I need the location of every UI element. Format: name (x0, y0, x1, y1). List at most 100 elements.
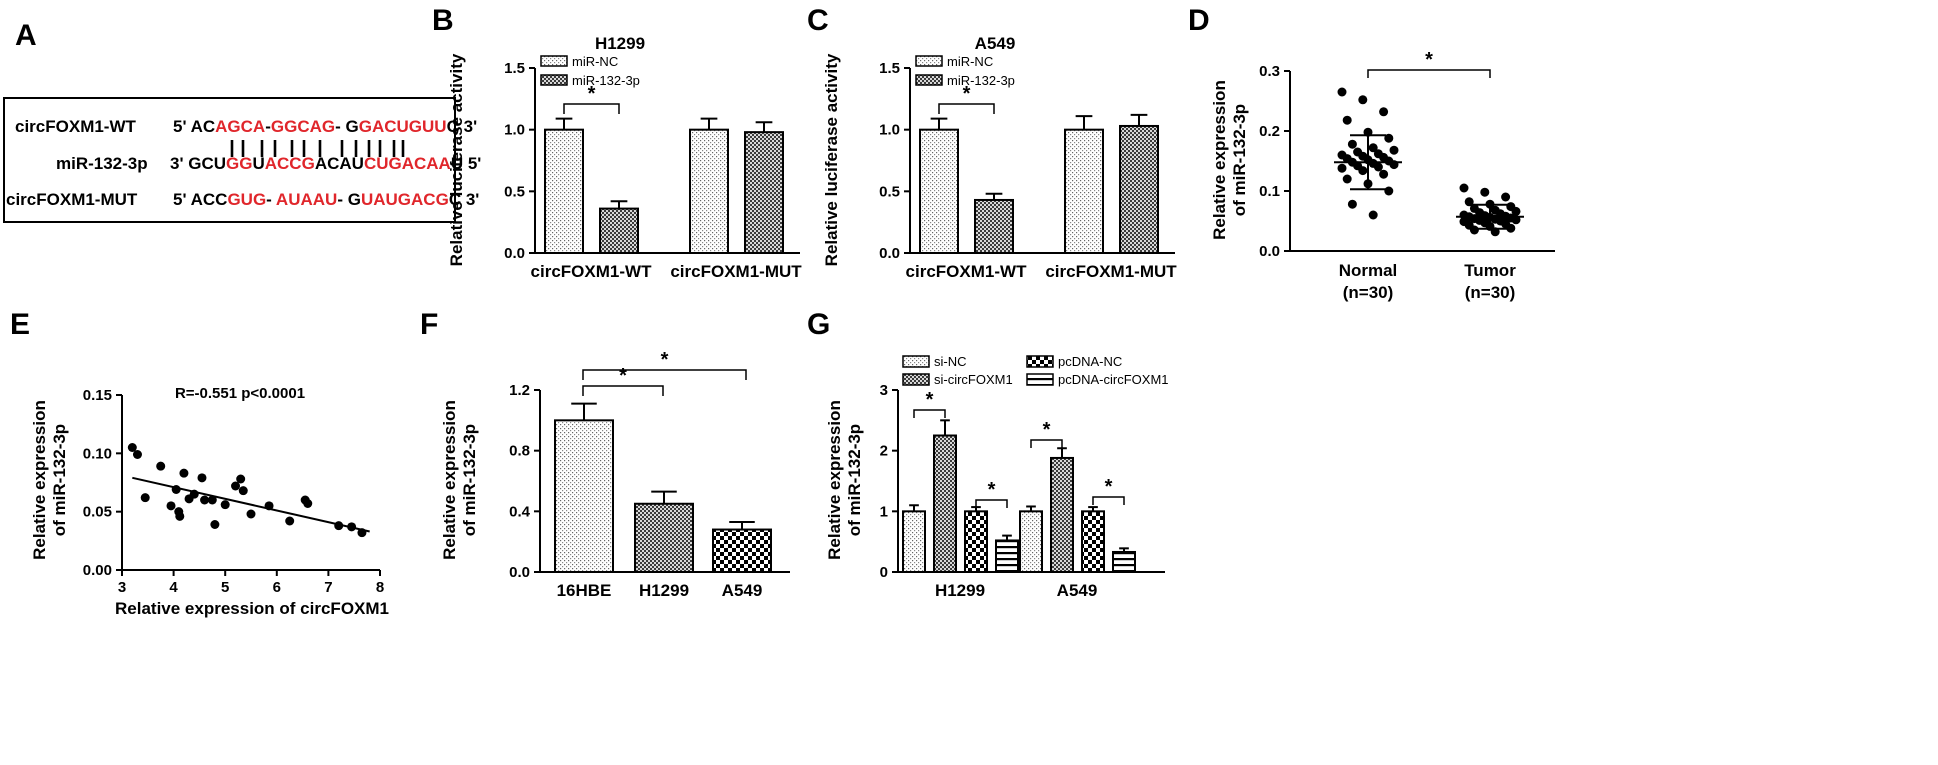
y-tick-label: 3 (880, 382, 888, 399)
x-tick-label: 3 (118, 579, 126, 596)
sequence-segment: AUA (272, 190, 313, 209)
bar (634, 502, 694, 573)
sequence-segment: GGC (271, 117, 310, 136)
y-tick-label: 1.5 (504, 60, 525, 77)
significance-bracket (1092, 496, 1125, 505)
panel-a-letter: A (15, 19, 37, 52)
bar (1050, 456, 1074, 573)
sequence-segment: - (265, 117, 271, 136)
legend-label: pcDNA-circFOXM1 (1058, 372, 1169, 387)
bar (995, 539, 1019, 573)
y-axis-label: Relative luciferase activity (447, 53, 466, 266)
panel-d-chart: 0.0 0.1 0.2 0.3 Relative expression of miR-13… (1210, 49, 1555, 302)
panel-c-chart: A549 0.0 0.5 1.0 1.5 Relative luciferase acti… (822, 34, 1177, 281)
data-point (1384, 186, 1394, 196)
legend-swatch (1026, 355, 1054, 368)
sequence-segment: C (447, 117, 459, 136)
sequence-segment: C (449, 190, 461, 209)
legend-swatch (915, 74, 943, 86)
y-tick-label: 0.05 (83, 504, 112, 521)
significance-bracket (975, 499, 1008, 508)
data-point (156, 461, 166, 471)
panel-c-letter: C (807, 4, 829, 37)
data-point (127, 443, 137, 452)
legend-label: miR-132-3p (947, 73, 1015, 88)
significance-star: * (1105, 476, 1113, 498)
x-tick-label: H1299 (639, 581, 689, 600)
sequence-segment: GACUGUU (359, 117, 447, 136)
significance-star: * (588, 83, 596, 105)
y-tick-label: 1 (880, 503, 888, 520)
y-tick-label: 0.8 (509, 443, 530, 460)
data-point (1358, 95, 1368, 105)
data-point (236, 474, 246, 484)
chart-title: A549 (975, 34, 1016, 53)
y-axis-label: Relative expression (1210, 80, 1229, 240)
panel-b-chart: H1299 0.0 0.5 1.0 1.5 Relative luciferase act… (447, 34, 802, 281)
legend-label: miR-NC (947, 54, 993, 69)
data-point (1368, 143, 1378, 153)
y-tick-label: 1.5 (879, 60, 900, 77)
x-tick-label: circFOXM1-WT (531, 262, 653, 281)
y-axis-label: Relative luciferase activity (822, 53, 841, 266)
sequence-segment: AC (191, 190, 216, 209)
sequence-segment: AU (313, 190, 338, 209)
data-point (1501, 192, 1511, 202)
seq-row-mir: 3' GCUGGUACCGACAUCUGACAAU 5' (170, 154, 481, 173)
chart-title: H1299 (595, 34, 645, 53)
sequence-segment: AC (191, 117, 216, 136)
data-point (1373, 162, 1383, 172)
data-point (140, 493, 150, 503)
y-tick-label: 0.2 (1259, 123, 1280, 140)
data-point (1464, 197, 1474, 207)
bar (689, 128, 729, 255)
y-tick-label: 0.5 (879, 183, 900, 200)
significance-star: * (1043, 419, 1051, 441)
data-point (166, 501, 176, 511)
sequence-segment: GCU (188, 154, 226, 173)
x-tick-label: circFOXM1-MUT (670, 262, 802, 281)
y-axis-label: of miR-132-3p (845, 424, 864, 536)
data-point (1347, 139, 1357, 149)
bar (712, 528, 772, 573)
sequence-segment: U (451, 154, 463, 173)
bar (1064, 128, 1104, 255)
x-tick-label: 4 (169, 579, 178, 596)
x-tick-label: 16HBE (557, 581, 612, 600)
sequence-segment: GG (226, 154, 252, 173)
legend-swatch (902, 373, 930, 386)
significance-star: * (1425, 49, 1433, 71)
legend-label: pcDNA-NC (1058, 354, 1122, 369)
significance-bracket (913, 409, 946, 418)
data-point (1347, 199, 1357, 209)
y-axis-label: Relative expression (30, 400, 49, 560)
sequence-segment: UAUGACG (361, 190, 449, 209)
y-tick-label: 0.4 (509, 503, 531, 520)
y-axis-label: of miR-132-3p (50, 424, 69, 536)
bar (744, 131, 784, 254)
panel-f-letter: F (420, 308, 438, 341)
sequence-segment: - (337, 190, 343, 209)
x-tick-label: Normal (1339, 261, 1398, 280)
y-tick-label: 0.0 (509, 564, 530, 581)
sequence-segment: A (265, 154, 277, 173)
data-point (210, 520, 220, 529)
significance-bracket (938, 103, 995, 114)
legend-swatch (915, 55, 943, 67)
x-tick-label: Tumor (1464, 261, 1516, 280)
data-point (1342, 115, 1352, 125)
correlation-annotation: R=-0.551 p<0.0001 (175, 385, 305, 402)
seq-row-label-mir: miR-132-3p (56, 154, 148, 173)
sequence-segment: U (252, 154, 264, 173)
bar (544, 128, 584, 255)
panel-b-letter: B (432, 4, 454, 37)
significance-bracket (1367, 69, 1491, 78)
data-point (197, 473, 207, 483)
x-axis-label: Relative expression of circFOXM1 (115, 599, 389, 618)
x-tick-label: A549 (722, 581, 763, 600)
data-point (1480, 187, 1490, 197)
data-point (285, 516, 295, 526)
panel-a: A circFOXM1-WT 5' ACAGCA-GGCAG- GGACUGUU… (3, 19, 481, 223)
x-tick-label: 7 (324, 579, 332, 596)
